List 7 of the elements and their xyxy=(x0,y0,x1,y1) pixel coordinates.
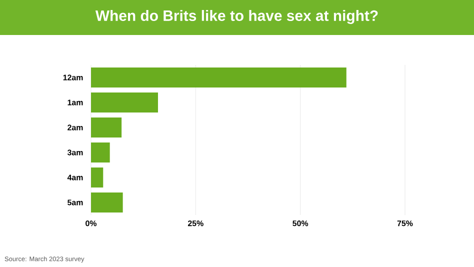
bar xyxy=(91,118,122,138)
bar xyxy=(91,192,123,213)
bar xyxy=(91,168,104,188)
bar xyxy=(91,68,346,88)
chart-title: When do Brits like to have sex at night? xyxy=(95,10,378,24)
bar xyxy=(91,142,110,163)
bar xyxy=(91,92,158,113)
